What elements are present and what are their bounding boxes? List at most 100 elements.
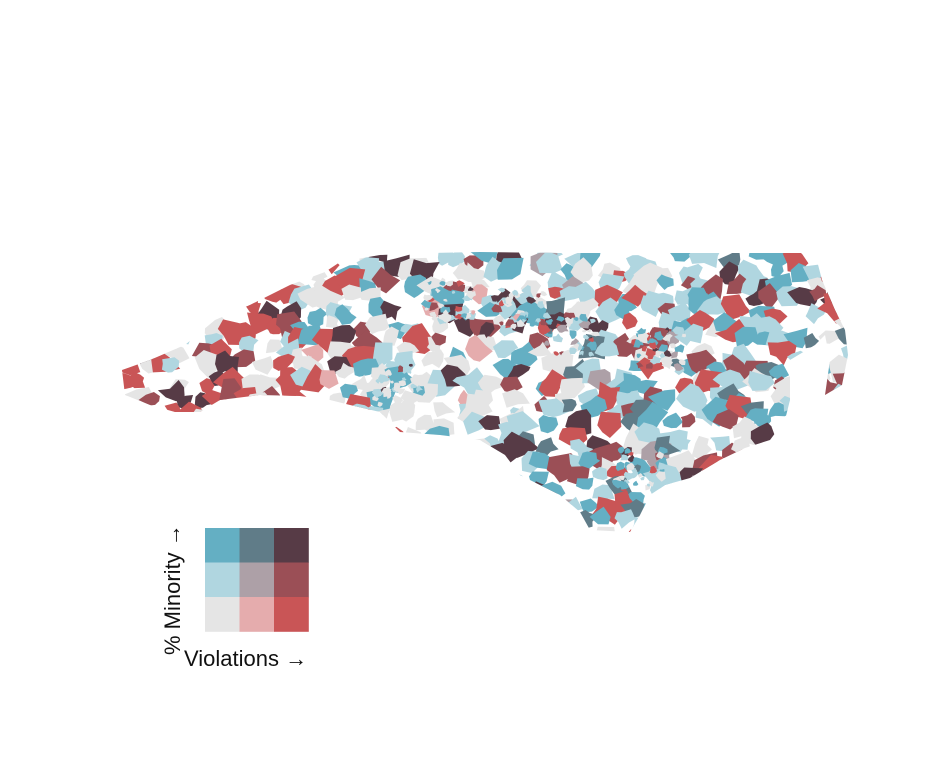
district <box>161 357 180 373</box>
district <box>244 459 260 477</box>
district <box>298 252 328 270</box>
district <box>729 485 758 511</box>
district <box>615 461 625 471</box>
district <box>838 475 848 491</box>
district <box>325 315 339 329</box>
district <box>841 344 848 361</box>
district <box>776 433 795 446</box>
district <box>792 387 813 409</box>
district <box>334 304 357 325</box>
legend-cell <box>239 562 275 598</box>
district <box>254 500 276 521</box>
district <box>570 257 593 284</box>
district <box>187 258 219 284</box>
district <box>726 529 751 532</box>
district <box>138 392 160 406</box>
district <box>442 526 478 532</box>
district <box>510 341 538 367</box>
district <box>309 519 339 532</box>
district <box>536 293 541 298</box>
district <box>782 463 805 485</box>
district <box>323 499 344 519</box>
district <box>745 448 773 470</box>
district <box>705 515 733 532</box>
district <box>138 461 162 483</box>
district <box>540 291 548 297</box>
district <box>626 462 635 471</box>
district <box>666 499 691 521</box>
district <box>448 252 465 268</box>
district <box>225 492 240 508</box>
district <box>255 276 273 292</box>
district <box>635 379 658 396</box>
district <box>812 508 835 526</box>
district <box>716 471 738 490</box>
district <box>767 340 797 366</box>
district <box>788 429 811 449</box>
district <box>167 273 185 294</box>
district <box>371 426 395 451</box>
bivariate-legend <box>205 528 309 632</box>
district <box>316 403 339 419</box>
district <box>342 515 363 532</box>
district <box>383 365 417 391</box>
district <box>146 440 173 462</box>
district <box>467 526 494 532</box>
district <box>704 486 722 499</box>
district <box>497 257 524 280</box>
district <box>548 286 565 299</box>
district <box>163 252 180 267</box>
district <box>809 395 831 419</box>
district <box>165 263 185 279</box>
district <box>397 399 416 422</box>
district <box>564 317 574 328</box>
district <box>194 350 222 379</box>
district <box>720 294 751 321</box>
district <box>254 483 282 509</box>
district <box>589 318 596 324</box>
district <box>656 451 664 459</box>
district <box>437 453 465 471</box>
district <box>239 258 253 274</box>
district <box>306 471 329 493</box>
district <box>647 354 654 360</box>
district <box>679 467 703 485</box>
district <box>540 323 551 335</box>
district <box>373 442 400 461</box>
district <box>122 465 131 487</box>
district <box>371 342 393 368</box>
district <box>717 252 741 269</box>
district <box>176 395 194 410</box>
district <box>526 296 537 305</box>
district <box>273 353 295 371</box>
district <box>290 468 312 483</box>
district <box>814 460 835 479</box>
district <box>831 383 848 407</box>
district <box>312 447 343 470</box>
district <box>837 525 848 532</box>
district <box>301 344 324 363</box>
district <box>273 252 299 263</box>
district <box>209 454 234 472</box>
district <box>498 512 524 532</box>
district <box>135 422 151 444</box>
district <box>755 524 774 532</box>
district <box>540 318 549 326</box>
district <box>636 401 669 429</box>
legend-cell <box>239 597 275 632</box>
district <box>569 318 585 331</box>
district <box>122 415 144 446</box>
district <box>535 437 559 458</box>
district <box>394 382 401 393</box>
district <box>617 446 625 454</box>
district <box>529 321 535 327</box>
district <box>751 472 769 496</box>
district <box>833 486 848 504</box>
district <box>775 526 794 532</box>
district <box>197 252 223 262</box>
district <box>839 517 848 532</box>
district <box>431 315 438 321</box>
district <box>122 282 148 310</box>
legend-cell <box>274 528 309 563</box>
district <box>595 297 630 326</box>
